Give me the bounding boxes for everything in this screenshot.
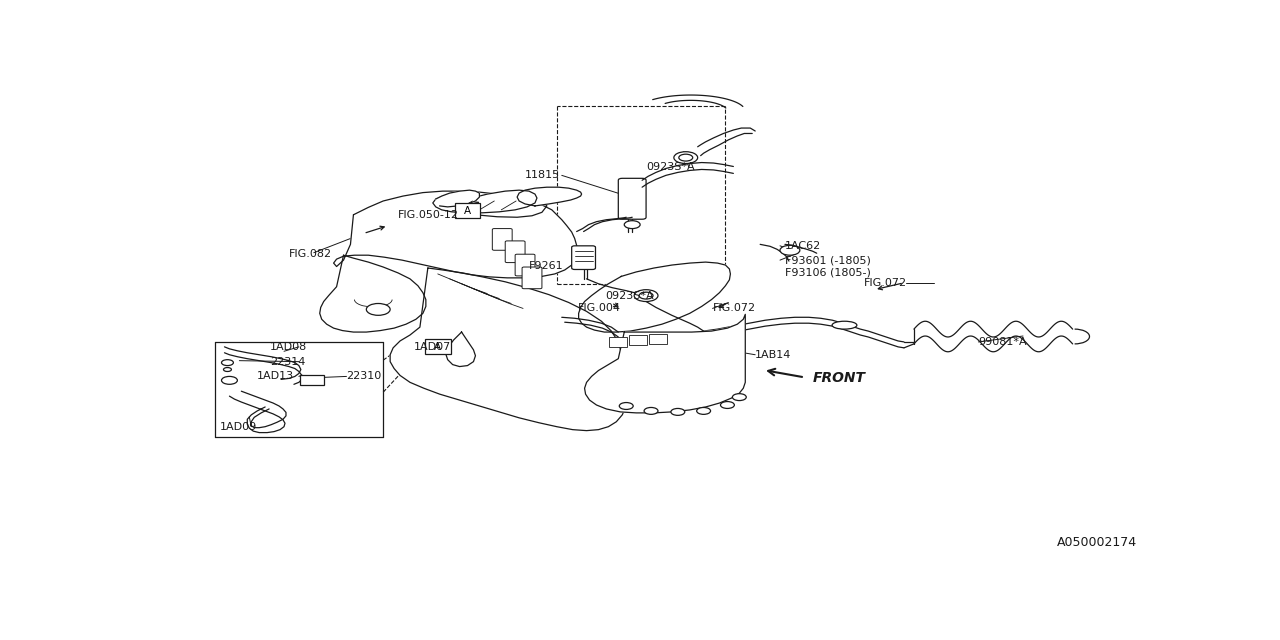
Text: A: A bbox=[463, 206, 471, 216]
Text: FIG.072: FIG.072 bbox=[864, 278, 908, 288]
Text: FRONT: FRONT bbox=[813, 371, 865, 385]
Text: FIG.082: FIG.082 bbox=[289, 249, 332, 259]
FancyBboxPatch shape bbox=[493, 228, 512, 250]
Polygon shape bbox=[517, 187, 581, 206]
Polygon shape bbox=[579, 262, 731, 332]
Text: A: A bbox=[434, 342, 442, 352]
Circle shape bbox=[634, 290, 658, 301]
Polygon shape bbox=[433, 190, 538, 213]
Circle shape bbox=[671, 408, 685, 415]
Circle shape bbox=[620, 403, 634, 410]
Text: 1AD08: 1AD08 bbox=[270, 342, 307, 352]
Circle shape bbox=[780, 245, 800, 255]
FancyBboxPatch shape bbox=[630, 335, 648, 346]
Polygon shape bbox=[458, 194, 547, 217]
Circle shape bbox=[721, 401, 735, 408]
FancyBboxPatch shape bbox=[609, 337, 627, 348]
Circle shape bbox=[673, 152, 698, 164]
Text: 1AC62: 1AC62 bbox=[785, 241, 822, 251]
FancyBboxPatch shape bbox=[618, 179, 646, 220]
Text: 22314: 22314 bbox=[270, 356, 306, 367]
Text: 1AD13: 1AD13 bbox=[257, 371, 294, 381]
FancyBboxPatch shape bbox=[572, 246, 595, 269]
Text: 1AD07: 1AD07 bbox=[413, 342, 452, 352]
Text: 1AD09: 1AD09 bbox=[220, 422, 257, 432]
Polygon shape bbox=[445, 332, 475, 367]
Text: 99081*A: 99081*A bbox=[978, 337, 1027, 347]
Text: F93106 (1805-): F93106 (1805-) bbox=[785, 268, 870, 278]
Text: 1AB14: 1AB14 bbox=[755, 349, 791, 360]
FancyBboxPatch shape bbox=[515, 254, 535, 276]
Text: F9261: F9261 bbox=[529, 260, 563, 271]
Ellipse shape bbox=[832, 321, 856, 329]
FancyBboxPatch shape bbox=[454, 204, 480, 218]
FancyBboxPatch shape bbox=[300, 375, 324, 385]
Circle shape bbox=[678, 154, 692, 161]
Circle shape bbox=[625, 221, 640, 228]
FancyBboxPatch shape bbox=[425, 339, 451, 355]
Circle shape bbox=[224, 367, 232, 371]
Text: F93601 (-1805): F93601 (-1805) bbox=[785, 255, 870, 265]
Text: A050002174: A050002174 bbox=[1057, 536, 1137, 549]
Circle shape bbox=[696, 408, 710, 414]
Text: 22310: 22310 bbox=[347, 371, 381, 381]
Polygon shape bbox=[334, 191, 579, 278]
FancyBboxPatch shape bbox=[649, 333, 667, 344]
Circle shape bbox=[366, 303, 390, 316]
FancyBboxPatch shape bbox=[522, 267, 541, 289]
Polygon shape bbox=[435, 190, 480, 207]
Polygon shape bbox=[390, 268, 628, 431]
Text: FIG.004: FIG.004 bbox=[577, 303, 621, 314]
Text: 0923S*A: 0923S*A bbox=[646, 162, 695, 172]
Circle shape bbox=[644, 408, 658, 414]
Text: 0923S*A: 0923S*A bbox=[605, 291, 654, 301]
Circle shape bbox=[221, 376, 237, 384]
Circle shape bbox=[732, 394, 746, 401]
Polygon shape bbox=[320, 255, 426, 332]
Polygon shape bbox=[585, 314, 745, 413]
Text: FIG.050-12: FIG.050-12 bbox=[398, 210, 460, 220]
Text: FIG.072: FIG.072 bbox=[713, 303, 755, 314]
FancyBboxPatch shape bbox=[506, 241, 525, 262]
Circle shape bbox=[221, 360, 233, 365]
Text: 11815: 11815 bbox=[525, 170, 561, 180]
